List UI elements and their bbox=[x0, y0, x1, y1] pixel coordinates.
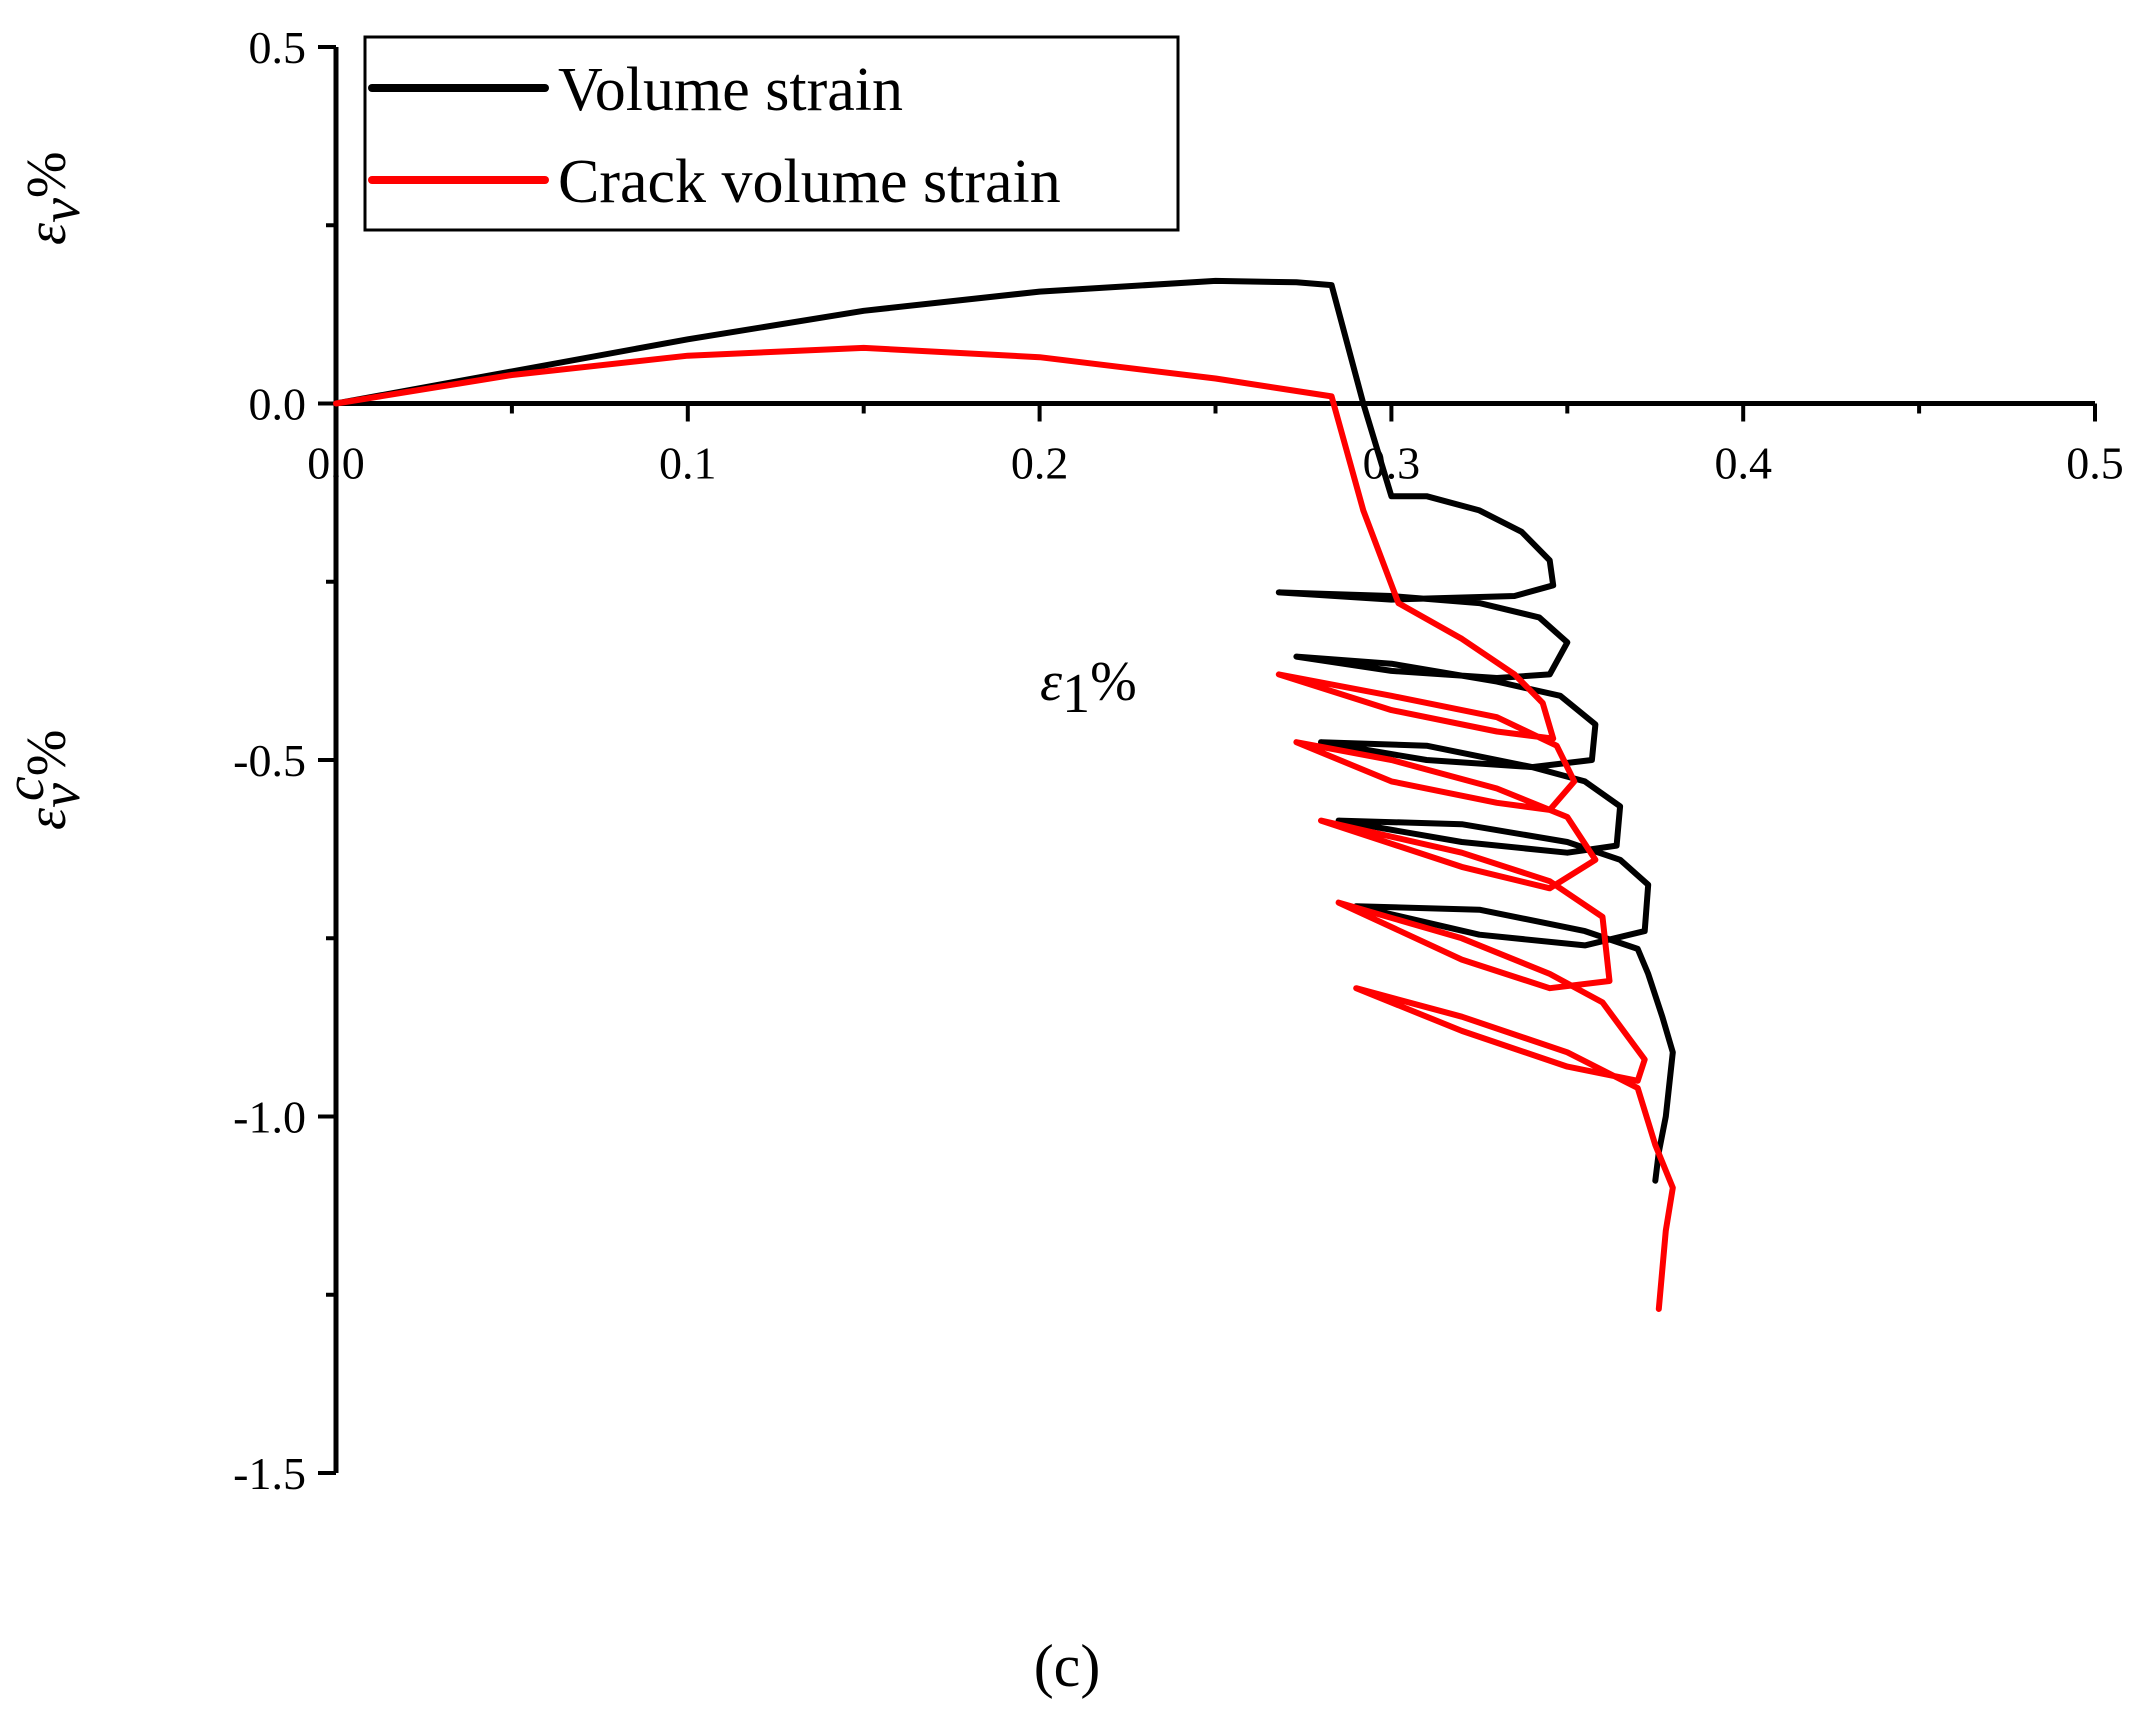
y-axis-label-bottom: εvc% bbox=[0, 730, 92, 830]
legend-label-crack-volume-strain: Crack volume strain bbox=[558, 148, 1061, 216]
y-axis-label-top: εv% bbox=[16, 151, 92, 245]
y-label-top-unit: % bbox=[16, 151, 78, 198]
series-line-crack-volume-strain bbox=[333, 344, 1676, 1312]
axes bbox=[333, 47, 2095, 1473]
ticks: 0.0 0.1 0.2 0.3 0.4 0.5 0.5 0.0 -0.5 -1.0 -1.5 bbox=[233, 22, 2124, 1499]
x-tick-label: 0.1 bbox=[659, 438, 717, 489]
legend: Volume strain Crack volume strain bbox=[363, 35, 1180, 232]
panel-label: (c) bbox=[1034, 1633, 1101, 1699]
y-label-top-sub: v bbox=[30, 198, 92, 223]
y-label-bottom-sup: c bbox=[0, 776, 56, 801]
x-tick-label: 0.3 bbox=[1363, 438, 1421, 489]
x-label-sub: 1 bbox=[1062, 663, 1090, 725]
x-axis-label: ε1% bbox=[1040, 651, 1137, 725]
x-tick-label: 0.5 bbox=[2066, 438, 2124, 489]
y-label-bottom-symbol: ε bbox=[16, 807, 78, 830]
x-tick-label: 0.2 bbox=[1011, 438, 1069, 489]
series-layer bbox=[333, 277, 1676, 1312]
y-tick-label: -1.0 bbox=[233, 1092, 306, 1143]
y-label-bottom-sub: v bbox=[30, 783, 92, 808]
y-label-bottom-unit: % bbox=[16, 730, 78, 777]
y-tick-label: -0.5 bbox=[233, 735, 306, 786]
x-label-symbol: ε bbox=[1040, 651, 1063, 713]
legend-box bbox=[363, 35, 1180, 232]
series-line-volume-strain bbox=[333, 277, 1676, 1184]
x-tick-label: 0.4 bbox=[1714, 438, 1772, 489]
y-label-top-symbol: ε bbox=[16, 222, 78, 245]
legend-label-volume-strain: Volume strain bbox=[558, 56, 903, 124]
y-tick-label: 0.5 bbox=[249, 22, 307, 73]
y-tick-label: 0.0 bbox=[249, 379, 307, 430]
x-label-unit: % bbox=[1090, 651, 1137, 713]
x-tick-label: 0.0 bbox=[307, 438, 365, 489]
y-tick-label: -1.5 bbox=[233, 1448, 306, 1499]
